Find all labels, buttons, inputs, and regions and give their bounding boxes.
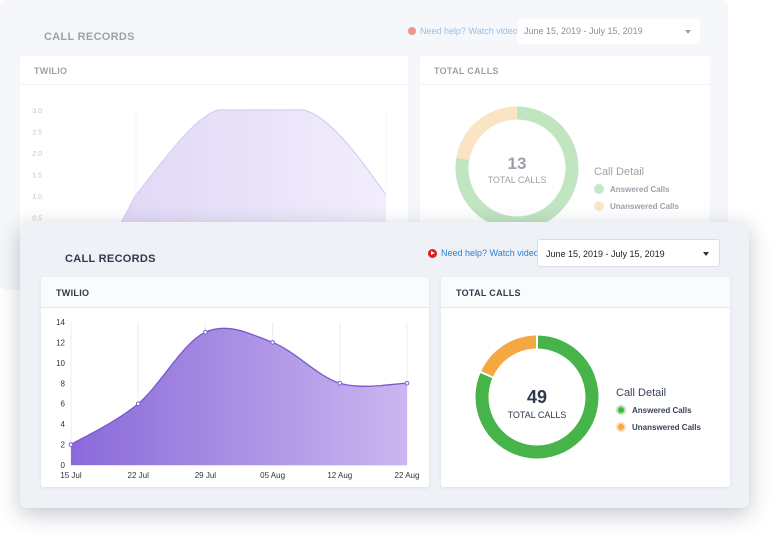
x-tick-label: 15 Jul: [60, 471, 82, 480]
area-series-line: [70, 327, 408, 446]
twilio-area-chart: 0 2 4 6 8 10 12 14 15 Jul 22 Jul 29 Jul 05 Aug 12 Au…: [56, 318, 420, 480]
bg-donut-total-label: TOTAL CALLS: [488, 175, 547, 185]
bg-call-detail-legend: Call Detail Answered Calls Unanswered Ca…: [594, 166, 679, 218]
donut-total-value: 49: [527, 387, 547, 407]
donut-separator: [479, 370, 494, 379]
bg-donut-total: 13: [508, 154, 527, 173]
legend-swatch-answered: [616, 405, 626, 415]
legend-item-answered: Answered Calls: [616, 405, 701, 415]
bg-page-title: CALL RECORDS: [44, 31, 135, 43]
bg-legend-title: Call Detail: [594, 166, 645, 178]
total-calls-donut-chart: 49 TOTAL CALLS: [475, 334, 599, 459]
data-point: [68, 442, 74, 447]
bg-total-calls-card-title: TOTAL CALLS: [420, 56, 710, 85]
bg-y-tick-label: 0.5: [32, 216, 42, 223]
donut-slice-unanswered: [480, 335, 538, 378]
twilio-card-title: TWILIO: [41, 277, 429, 308]
legend-item-unanswered: Unanswered Calls: [616, 422, 701, 432]
donut-total-label: TOTAL CALLS: [508, 410, 567, 420]
legend-title: Call Detail: [616, 387, 667, 399]
legend-label-unanswered: Unanswered Calls: [632, 422, 701, 432]
bg-y-tick-label: 2.5: [32, 130, 42, 137]
y-tick-label: 10: [56, 359, 65, 368]
twilio-card: TWILIO 0 2 4 6 8 10 12 14 15 Jul 22 Jul 29 Jul 05 A…: [41, 277, 429, 487]
donut-slice-answered: [475, 335, 599, 459]
y-tick-label: 8: [61, 379, 66, 388]
data-point: [203, 329, 208, 335]
bg-twilio-card-title: TWILIO: [20, 56, 408, 85]
data-point: [270, 340, 275, 345]
x-tick-label: 05 Aug: [260, 471, 285, 480]
bg-line-series: [89, 109, 387, 256]
bg-help-label: Need help? Watch video: [420, 26, 518, 36]
bg-chevron-down-icon: [685, 30, 691, 34]
bg-play-icon: [408, 27, 416, 35]
total-calls-card: TOTAL CALLS 49 TOTAL CALLS Call Detail A…: [441, 277, 730, 487]
bg-y-tick-label: 2.0: [32, 151, 42, 158]
x-tick-label: 22 Jul: [128, 471, 150, 480]
help-video-label: Need help? Watch video: [441, 248, 539, 258]
y-tick-label: 2: [61, 441, 66, 450]
bg-help-link[interactable]: Need help? Watch video: [408, 26, 518, 36]
area-series-fill: [71, 328, 407, 465]
bg-legend-answered: Answered Calls: [594, 184, 679, 194]
bg-y-tick-label: 3.0: [32, 108, 42, 115]
bg-donut-unanswered: [456, 106, 518, 161]
legend-swatch-unanswered: [616, 422, 626, 432]
chevron-down-icon: [703, 252, 709, 256]
bg-date-range-select[interactable]: June 15, 2019 - July 15, 2019: [517, 19, 700, 44]
data-point: [135, 401, 141, 407]
x-tick-label: 12 Aug: [327, 471, 352, 480]
y-tick-label: 0: [61, 461, 66, 470]
bg-legend-unanswered: Unanswered Calls: [594, 201, 679, 211]
page-title: CALL RECORDS: [65, 253, 156, 265]
total-calls-card-title: TOTAL CALLS: [441, 277, 730, 308]
y-tick-label: 14: [56, 318, 65, 327]
legend-label-answered: Answered Calls: [632, 405, 692, 415]
call-records-dashboard: CALL RECORDS Need help? Watch video June…: [20, 222, 749, 508]
play-icon: [428, 248, 437, 258]
y-tick-label: 12: [56, 338, 65, 347]
date-range-value: June 15, 2019 - July 15, 2019: [546, 249, 665, 259]
y-tick-label: 4: [61, 420, 66, 429]
bg-date-range-value: June 15, 2019 - July 15, 2019: [524, 26, 643, 36]
x-tick-label: 29 Jul: [195, 471, 217, 480]
bg-y-tick-label: 1.0: [32, 194, 42, 201]
call-detail-legend: Call Detail Answered Calls Unanswered Ca…: [616, 387, 701, 439]
bg-y-tick-label: 1.5: [32, 173, 42, 180]
data-point: [404, 380, 410, 386]
data-point: [337, 380, 343, 386]
x-tick-label: 22 Aug: [395, 471, 420, 480]
y-tick-label: 6: [61, 400, 66, 409]
date-range-select[interactable]: June 15, 2019 - July 15, 2019: [537, 239, 720, 267]
help-video-link[interactable]: Need help? Watch video: [428, 248, 539, 258]
